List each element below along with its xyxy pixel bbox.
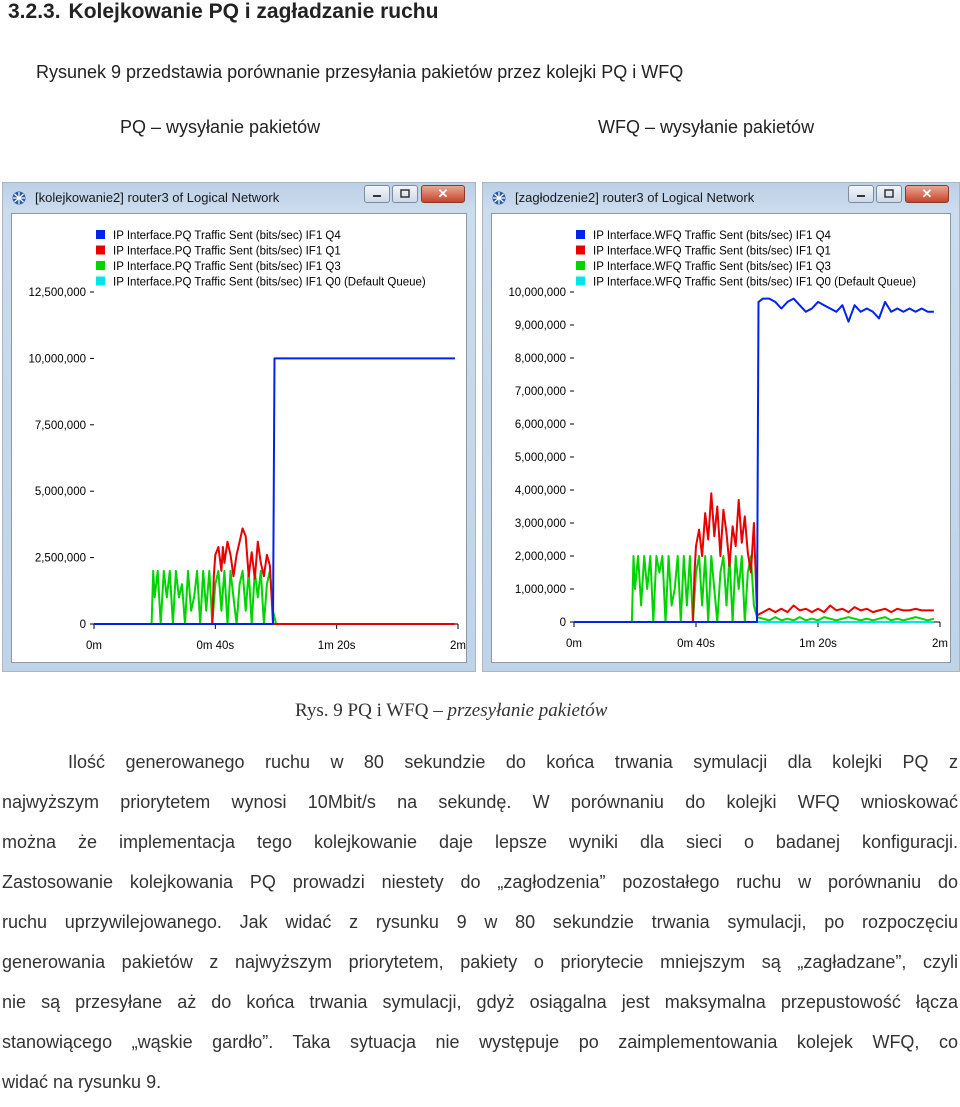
- series-line-q1: [574, 492, 934, 623]
- y-tick-label: 10,000,000: [28, 353, 86, 365]
- legend-label: IP Interface.WFQ Traffic Sent (bits/sec)…: [593, 261, 831, 273]
- x-tick-label: 0m 40s: [677, 638, 715, 650]
- legend-swatch: [576, 230, 585, 239]
- legend-swatch: [96, 276, 105, 286]
- maximize-button[interactable]: [392, 185, 418, 203]
- paragraph-line: widać na rysunku 9.: [2, 1072, 162, 1092]
- minimize-icon: [857, 195, 865, 197]
- pq-chart: IP Interface.PQ Traffic Sent (bits/sec) …: [28, 230, 466, 652]
- y-tick-label: 5,000,000: [35, 486, 86, 498]
- x-tick-label: 0m 40s: [196, 640, 234, 652]
- intro-text: Rysunek 9 przedstawia porównanie przesył…: [36, 62, 684, 82]
- y-tick-label: 5,000,000: [515, 452, 566, 464]
- paragraph-line: można że implementacja tego kolejkowanie…: [2, 832, 958, 852]
- paragraph-line: Ilość generowanego ruchu w 80 sekundzie …: [68, 752, 958, 772]
- y-tick-label: 3,000,000: [515, 518, 566, 530]
- legend-swatch: [96, 230, 105, 239]
- close-button[interactable]: ✕: [421, 185, 465, 203]
- paragraph-line: ruchu uprzywilejowanego. Jak widać z rys…: [2, 912, 958, 932]
- minimize-button[interactable]: [848, 185, 874, 203]
- legend-swatch: [576, 276, 585, 286]
- section-title: Kolejkowanie PQ i zagładzanie ruchu: [68, 0, 439, 23]
- figure-caption: Rys. 9 PQ i WFQ – przesyłanie pakietów: [295, 700, 607, 722]
- window-titlebar[interactable]: [zagłodzenie2] router3 of Logical Networ…: [483, 183, 959, 213]
- paragraph-line: generowania pakietów z najwyższym priory…: [2, 952, 958, 972]
- y-tick-label: 0: [80, 619, 86, 631]
- maximize-button[interactable]: [876, 185, 902, 203]
- maximize-icon: [400, 189, 410, 198]
- wfq-subtitle: WFQ – wysyłanie pakietów: [598, 117, 815, 137]
- window-title: [kolejkowanie2] router3 of Logical Netwo…: [35, 190, 280, 205]
- network-app-icon: [12, 191, 26, 205]
- x-tick-label: 0m: [566, 638, 582, 650]
- y-tick-label: 4,000,000: [515, 485, 566, 497]
- wfq-chart-window: [zagłodzenie2] router3 of Logical Networ…: [482, 182, 960, 672]
- y-tick-label: 1,000,000: [515, 584, 566, 596]
- legend-label: IP Interface.WFQ Traffic Sent (bits/sec)…: [593, 230, 832, 242]
- pq-chart-window: [kolejkowanie2] router3 of Logical Netwo…: [2, 182, 476, 672]
- minimize-button[interactable]: [364, 185, 390, 203]
- minimize-icon: [373, 195, 381, 197]
- window-title: [zagłodzenie2] router3 of Logical Networ…: [515, 190, 755, 205]
- series-line-q4: [574, 297, 934, 623]
- paragraph-line: najwyższym priorytetem wynosi 10Mbit/s n…: [2, 792, 958, 812]
- legend-label: IP Interface.WFQ Traffic Sent (bits/sec)…: [593, 277, 916, 289]
- legend-swatch: [96, 261, 105, 270]
- caption-prefix: Rys. 9 PQ i WFQ: [295, 700, 429, 721]
- y-tick-label: 2,500,000: [35, 553, 86, 565]
- section-heading: 3.2.3. Kolejkowanie PQ i zagładzanie ruch…: [8, 0, 438, 24]
- section-number: 3.2.3.: [8, 0, 61, 23]
- y-tick-label: 10,000,000: [508, 287, 566, 299]
- series-line-q4: [94, 357, 455, 625]
- legend-label: IP Interface.PQ Traffic Sent (bits/sec) …: [113, 246, 341, 258]
- series-line-q1: [94, 527, 455, 625]
- x-tick-label: 2m: [450, 640, 466, 652]
- y-tick-label: 6,000,000: [515, 419, 566, 431]
- chart-area: IP Interface.PQ Traffic Sent (bits/sec) …: [11, 213, 467, 663]
- pq-subtitle: PQ – wysyłanie pakietów: [120, 117, 321, 137]
- close-icon: ✕: [437, 186, 449, 201]
- maximize-icon: [884, 189, 894, 198]
- x-tick-label: 2m: [932, 638, 948, 650]
- wfq-chart: IP Interface.WFQ Traffic Sent (bits/sec)…: [508, 230, 948, 650]
- paragraph-line: stanowiącego „wąskie gardło”. Taka sytua…: [2, 1032, 958, 1052]
- x-tick-label: 1m 20s: [318, 640, 356, 652]
- legend-label: IP Interface.PQ Traffic Sent (bits/sec) …: [113, 230, 341, 242]
- y-tick-label: 0: [560, 617, 566, 629]
- y-tick-label: 8,000,000: [515, 353, 566, 365]
- window-titlebar[interactable]: [kolejkowanie2] router3 of Logical Netwo…: [3, 183, 475, 213]
- close-icon: ✕: [921, 186, 933, 201]
- series-line-q3: [94, 569, 455, 625]
- paragraph-line: Zastosowanie kolejkowania PQ prowadzi ni…: [2, 872, 958, 892]
- legend-swatch: [96, 245, 105, 255]
- close-button[interactable]: ✕: [905, 185, 949, 203]
- paragraph-line: nie są przesyłane aż do końca trwania sy…: [2, 992, 958, 1012]
- y-tick-label: 12,500,000: [28, 287, 86, 299]
- network-app-icon: [492, 191, 506, 205]
- x-tick-label: 0m: [86, 640, 102, 652]
- y-tick-label: 2,000,000: [515, 551, 566, 563]
- legend-swatch: [576, 245, 585, 255]
- y-tick-label: 7,000,000: [515, 386, 566, 398]
- legend-swatch: [576, 261, 585, 270]
- chart-area: IP Interface.WFQ Traffic Sent (bits/sec)…: [491, 213, 951, 663]
- legend-label: IP Interface.WFQ Traffic Sent (bits/sec)…: [593, 246, 831, 258]
- caption-italic: – przesyłanie pakietów: [428, 700, 608, 721]
- legend-label: IP Interface.PQ Traffic Sent (bits/sec) …: [113, 261, 341, 273]
- series-line-q3: [574, 555, 935, 623]
- x-tick-label: 1m 20s: [799, 638, 837, 650]
- legend-label: IP Interface.PQ Traffic Sent (bits/sec) …: [113, 277, 426, 289]
- y-tick-label: 9,000,000: [515, 320, 566, 332]
- y-tick-label: 7,500,000: [35, 420, 86, 432]
